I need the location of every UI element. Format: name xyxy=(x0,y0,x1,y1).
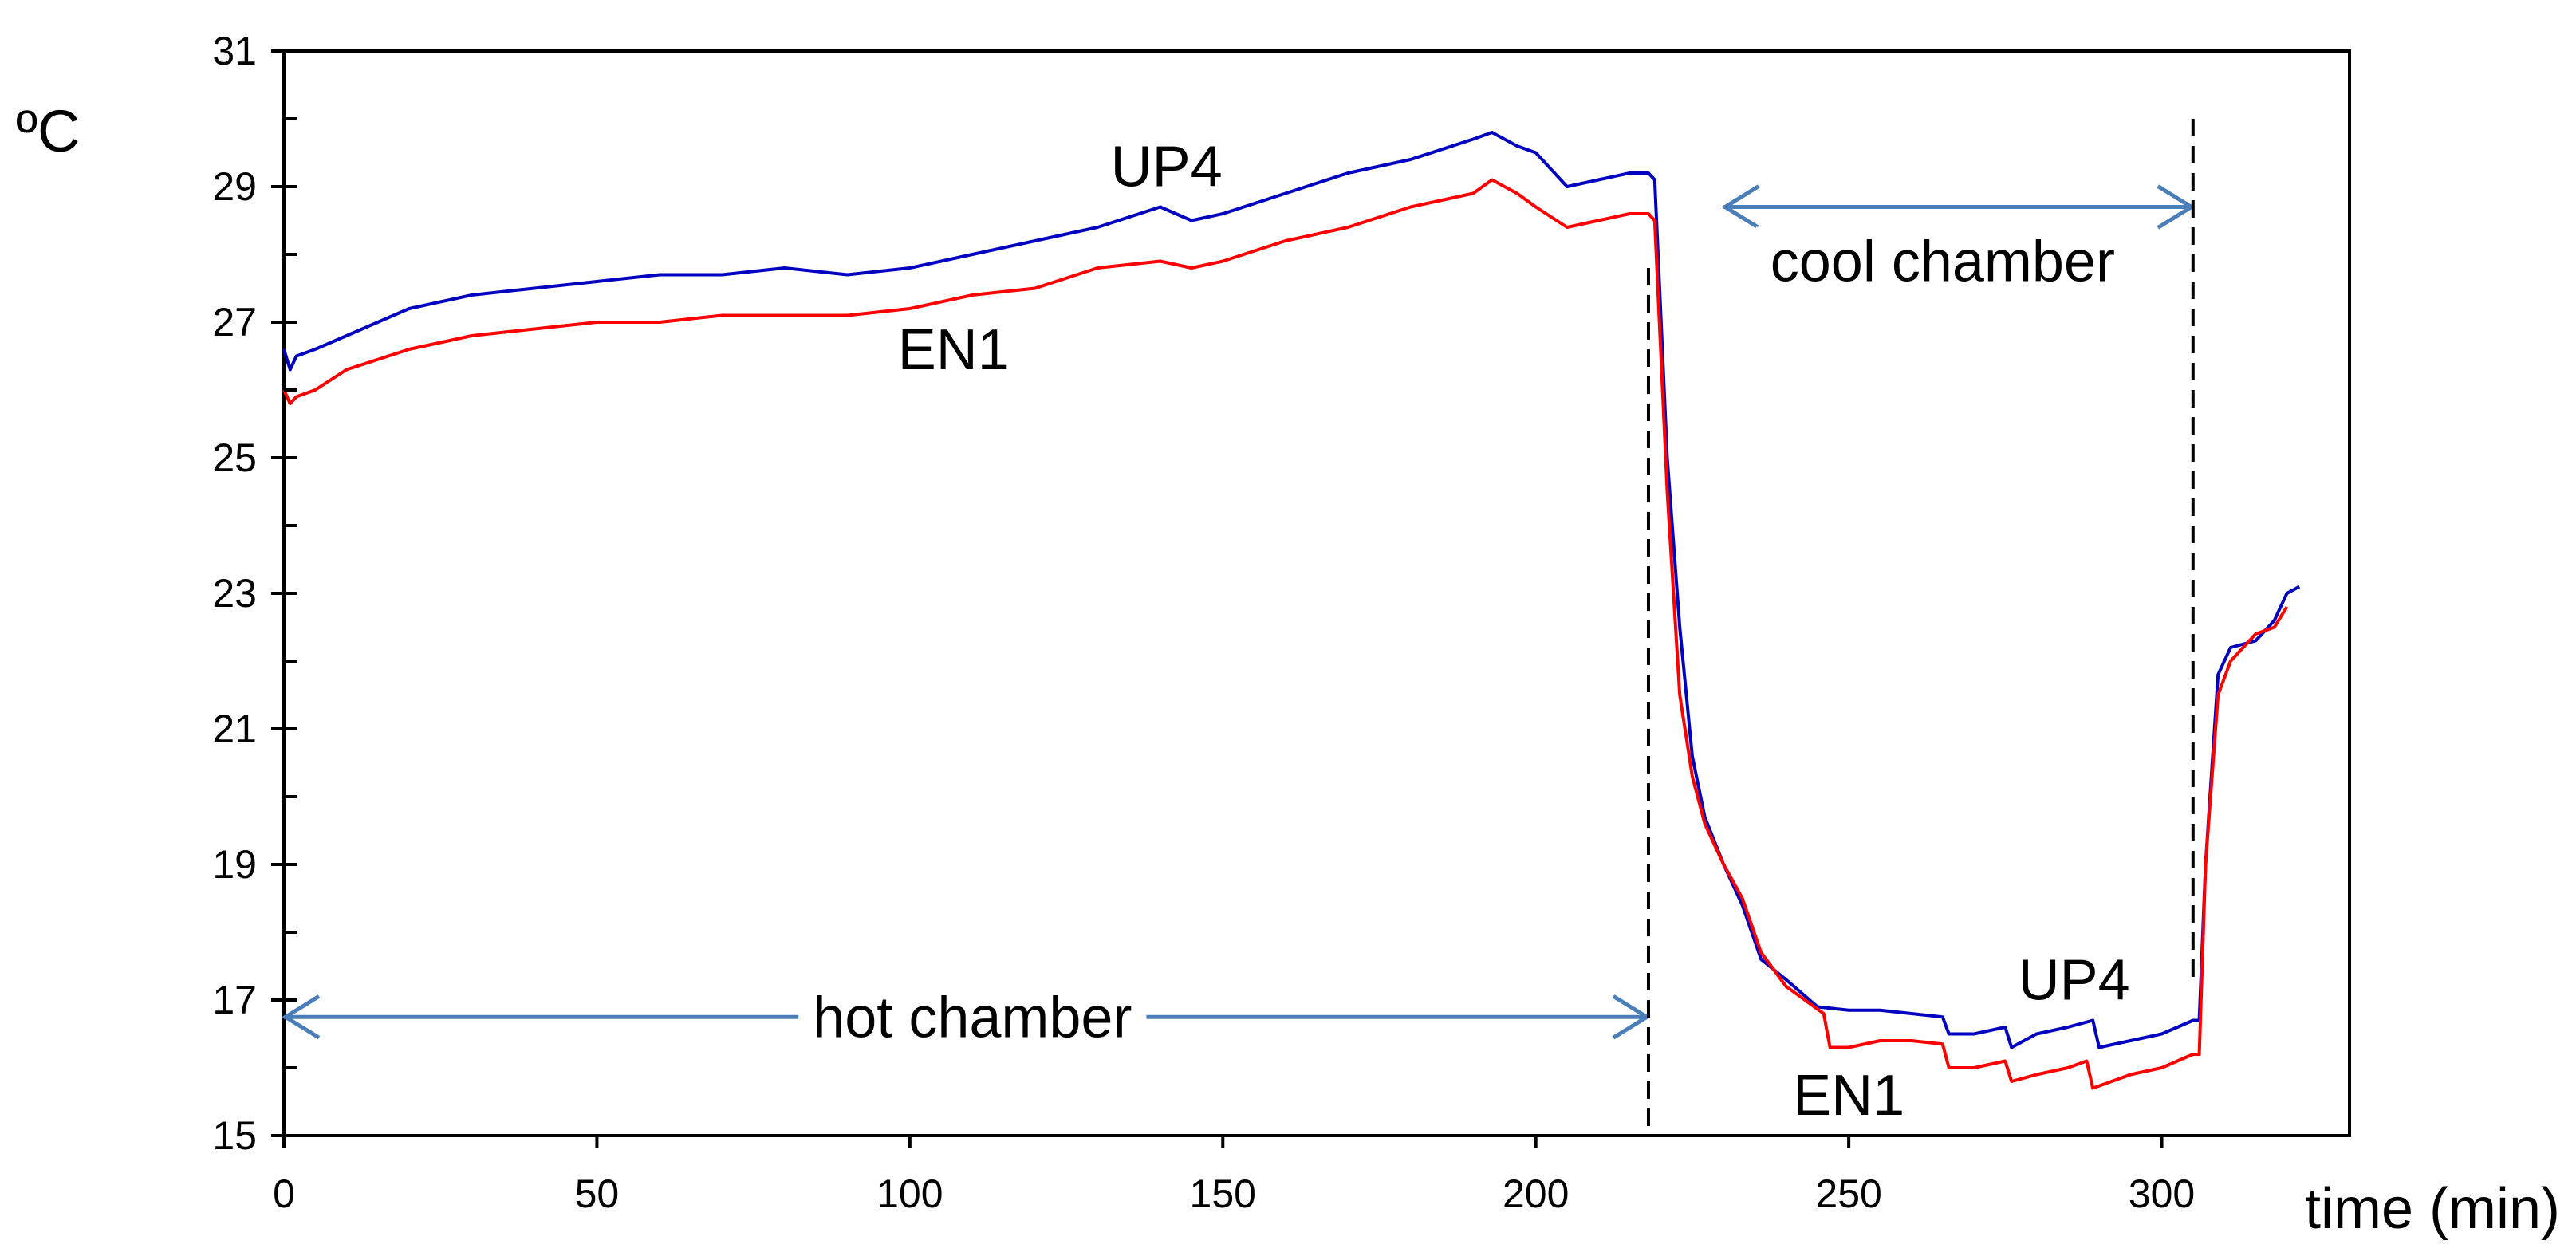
series-en1-line xyxy=(282,178,2289,1090)
y-tick-label: 19 xyxy=(212,842,257,887)
annotation-label: cool chamber xyxy=(1771,230,2115,294)
y-tick-label: 25 xyxy=(212,435,257,480)
y-axis-label: ºC xyxy=(16,98,80,164)
y-tick-label: 17 xyxy=(212,978,257,1022)
x-axis-ticks: 0 50 100 150 200 250 300 xyxy=(273,1136,2195,1216)
annotations: UP4 EN1 UP4 EN1 hot chamber cool chamber xyxy=(798,136,2130,1128)
annotation-label: EN1 xyxy=(1793,1064,1904,1128)
y-tick-label: 27 xyxy=(212,300,257,345)
range-arrowhead-left xyxy=(1721,184,1760,230)
y-tick-label: 31 xyxy=(212,29,257,73)
series-up4-line xyxy=(282,131,2301,1049)
x-tick-label: 200 xyxy=(1503,1171,1569,1216)
annotation-label: hot chamber xyxy=(813,986,1132,1049)
y-axis: 15 17 19 21 23 25 27 29 31 xyxy=(212,29,297,1158)
x-tick-label: 150 xyxy=(1190,1171,1256,1216)
y-tick-label: 29 xyxy=(212,164,257,209)
annotation-label: UP4 xyxy=(2019,949,2130,1013)
series-lines xyxy=(282,131,2301,1090)
annotation-label-background xyxy=(1755,226,2129,297)
y-tick-label: 15 xyxy=(212,1113,257,1158)
x-tick-label: 250 xyxy=(1815,1171,1881,1216)
y-tick-label: 21 xyxy=(212,707,257,751)
annotation-label-background xyxy=(798,982,1147,1053)
x-tick-label: 0 xyxy=(273,1171,295,1216)
x-tick-label: 50 xyxy=(575,1171,620,1216)
annotation-label: EN1 xyxy=(898,318,1010,382)
annotation-label: UP4 xyxy=(1111,136,1223,199)
y-tick-label: 23 xyxy=(212,571,257,616)
range-arrowhead-left xyxy=(282,994,321,1040)
x-axis-label: time (min) xyxy=(2305,1177,2560,1241)
x-tick-label: 300 xyxy=(2129,1171,2195,1216)
x-tick-label: 100 xyxy=(876,1171,943,1216)
